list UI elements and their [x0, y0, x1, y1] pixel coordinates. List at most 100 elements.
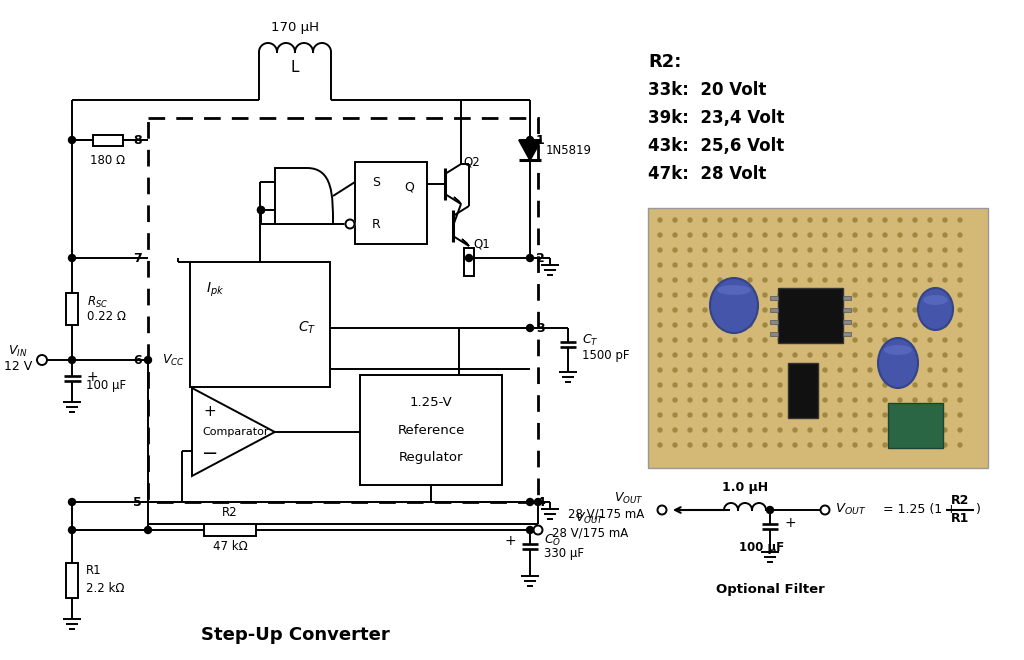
Ellipse shape: [918, 288, 953, 330]
Circle shape: [748, 428, 752, 432]
Ellipse shape: [884, 345, 912, 355]
Circle shape: [673, 278, 677, 282]
Circle shape: [943, 413, 947, 417]
Circle shape: [808, 233, 812, 237]
Text: 47 kΩ: 47 kΩ: [213, 541, 248, 554]
Text: 33k:  20 Volt: 33k: 20 Volt: [648, 81, 766, 99]
Text: S: S: [373, 176, 381, 189]
Circle shape: [673, 398, 677, 402]
Circle shape: [928, 278, 932, 282]
Circle shape: [688, 338, 692, 342]
Circle shape: [913, 218, 918, 222]
Circle shape: [718, 248, 722, 252]
Circle shape: [898, 248, 902, 252]
Circle shape: [763, 338, 767, 342]
Circle shape: [913, 398, 918, 402]
Circle shape: [748, 353, 752, 357]
Circle shape: [928, 248, 932, 252]
Text: = 1.25 (1 +: = 1.25 (1 +: [883, 502, 956, 515]
Circle shape: [793, 413, 797, 417]
Circle shape: [823, 308, 827, 312]
Text: 3: 3: [536, 321, 545, 335]
Circle shape: [883, 278, 887, 282]
Text: R: R: [373, 218, 381, 230]
Circle shape: [673, 323, 677, 327]
Circle shape: [868, 383, 872, 387]
Circle shape: [793, 248, 797, 252]
Circle shape: [898, 428, 902, 432]
Circle shape: [868, 248, 872, 252]
Polygon shape: [454, 197, 461, 204]
Circle shape: [526, 255, 534, 261]
Circle shape: [898, 308, 902, 312]
Circle shape: [466, 255, 472, 261]
Circle shape: [144, 527, 152, 533]
Circle shape: [673, 413, 677, 417]
Circle shape: [823, 428, 827, 432]
Circle shape: [703, 398, 707, 402]
Circle shape: [703, 293, 707, 297]
Circle shape: [763, 398, 767, 402]
Circle shape: [733, 308, 737, 312]
Text: 2.2 kΩ: 2.2 kΩ: [86, 581, 125, 595]
Text: 28 V/175 mA: 28 V/175 mA: [552, 527, 628, 539]
Circle shape: [868, 413, 872, 417]
Circle shape: [718, 308, 722, 312]
Circle shape: [883, 353, 887, 357]
Bar: [770, 320, 778, 324]
Circle shape: [778, 218, 782, 222]
Circle shape: [943, 263, 947, 267]
Circle shape: [823, 413, 827, 417]
Circle shape: [658, 428, 662, 432]
Circle shape: [793, 263, 797, 267]
Text: Optional Filter: Optional Filter: [716, 583, 824, 597]
Circle shape: [808, 338, 812, 342]
Circle shape: [958, 428, 962, 432]
Circle shape: [883, 338, 887, 342]
Circle shape: [733, 443, 737, 447]
Circle shape: [853, 353, 857, 357]
Circle shape: [883, 413, 887, 417]
Circle shape: [69, 255, 76, 261]
Circle shape: [823, 263, 827, 267]
Circle shape: [748, 398, 752, 402]
Circle shape: [868, 218, 872, 222]
Text: Reference: Reference: [397, 424, 465, 436]
Circle shape: [913, 338, 918, 342]
Circle shape: [673, 443, 677, 447]
Circle shape: [688, 398, 692, 402]
Circle shape: [733, 398, 737, 402]
Circle shape: [808, 263, 812, 267]
Circle shape: [673, 308, 677, 312]
Text: 1.0 μH: 1.0 μH: [722, 482, 768, 494]
Circle shape: [703, 263, 707, 267]
Circle shape: [748, 233, 752, 237]
Circle shape: [688, 428, 692, 432]
Circle shape: [928, 413, 932, 417]
Circle shape: [793, 308, 797, 312]
Circle shape: [688, 383, 692, 387]
Circle shape: [823, 278, 827, 282]
Circle shape: [883, 383, 887, 387]
Circle shape: [928, 428, 932, 432]
Circle shape: [958, 233, 962, 237]
Text: $C_T$: $C_T$: [298, 320, 316, 336]
Ellipse shape: [878, 338, 918, 388]
Circle shape: [958, 338, 962, 342]
Circle shape: [658, 368, 662, 372]
Circle shape: [958, 443, 962, 447]
Circle shape: [943, 293, 947, 297]
Circle shape: [808, 308, 812, 312]
Bar: [843, 320, 851, 324]
Circle shape: [778, 338, 782, 342]
Circle shape: [913, 263, 918, 267]
Text: $V_{OUT}$: $V_{OUT}$: [575, 510, 605, 525]
Circle shape: [838, 338, 842, 342]
Circle shape: [763, 233, 767, 237]
Circle shape: [853, 428, 857, 432]
Circle shape: [763, 353, 767, 357]
Text: Comparator: Comparator: [203, 427, 269, 437]
Circle shape: [763, 308, 767, 312]
Bar: [770, 296, 778, 300]
Circle shape: [688, 218, 692, 222]
